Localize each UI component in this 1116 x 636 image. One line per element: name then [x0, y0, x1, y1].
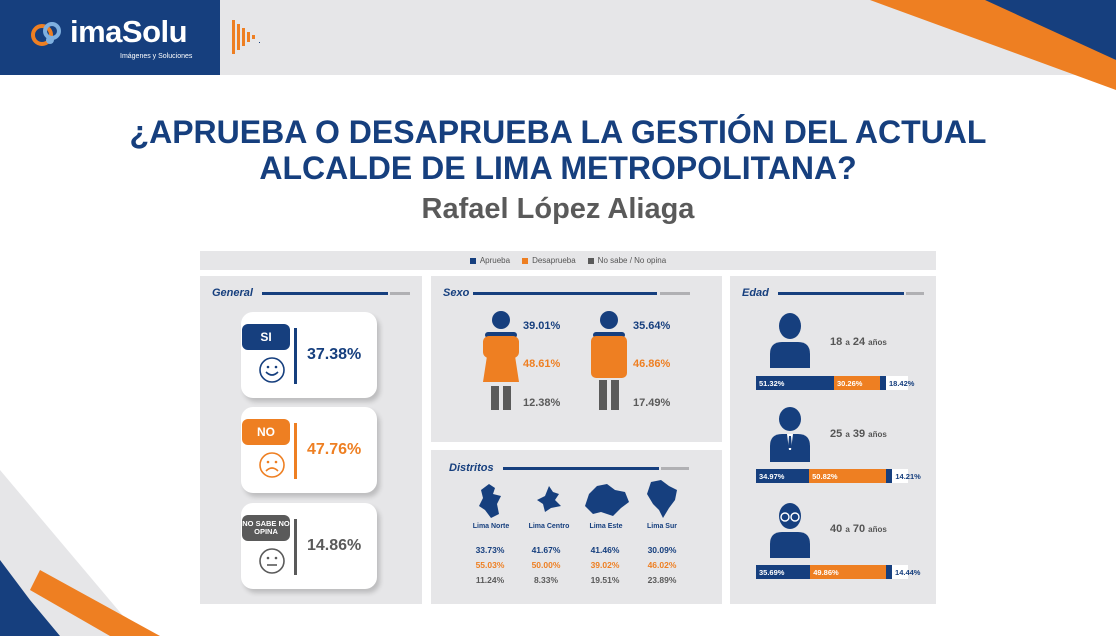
brand-mark-icon [31, 22, 61, 46]
main-title-line1: ¿APRUEBA O DESAPRUEBA LA GESTIÓN DEL ACT… [129, 114, 987, 150]
district-desaprueba: 39.02% [590, 560, 620, 570]
district-no-opina: 23.89% [647, 575, 677, 585]
panel-title: General [212, 287, 253, 299]
hombre-desaprueba: 46.86% [633, 358, 671, 370]
hombre-aprueba: 35.64% [633, 320, 671, 332]
panel-sexo: Sexo 39.01% 48.61% 12.38% 35.64% 46.86% … [431, 276, 722, 442]
segment-no-opina: 14.44% [886, 565, 920, 579]
tag-si: SI [242, 324, 290, 350]
panel-title: Distritos [449, 462, 494, 474]
panel-title: Sexo [443, 287, 470, 299]
hombre-no-opina: 17.49% [633, 397, 671, 409]
segment-desaprueba: 49.86% [810, 565, 887, 579]
mujer-aprueba: 39.01% [523, 320, 561, 332]
district-desaprueba: 46.02% [647, 560, 677, 570]
mujer-no-opina: 12.38% [523, 397, 561, 409]
segment-no-opina: 18.42% [879, 376, 914, 390]
tag-no-opina: NO SABE NO OPINA [242, 515, 290, 541]
district-no-opina: 19.51% [590, 575, 620, 585]
age-stacked-bar-1: 51.32% 30.26% 18.42% [756, 376, 914, 390]
lima-sur-map-icon [647, 480, 677, 518]
subject-name: Rafael López Aliaga [421, 193, 695, 225]
lima-este-map-icon [585, 484, 629, 516]
district-name: Lima Este [589, 523, 623, 530]
district-desaprueba: 50.00% [531, 560, 561, 570]
value-si: 37.38% [307, 346, 362, 363]
panel-general: General SI 37.38% NO 47.76% NO SABE [200, 276, 422, 604]
general-card-no: NO 47.76% [241, 407, 377, 493]
general-card-si: SI 37.38% [241, 312, 377, 398]
panel-title: Edad [742, 287, 769, 299]
person-young-icon [770, 313, 810, 368]
panel-edad: Edad 18 a 24 años 51.32% 30.26% 18.42% 25 … [730, 276, 936, 604]
brand-logo: imaSolu Imágenes y Soluciones [0, 0, 220, 75]
mujer-desaprueba: 48.61% [523, 358, 561, 370]
legend-item-no-opina: No sabe / No opina [587, 256, 666, 265]
district-name: Lima Centro [528, 523, 570, 530]
lima-centro-map-icon [537, 486, 561, 512]
sound-bars-icon [232, 20, 260, 54]
segment-aprueba: 34.97% [756, 469, 810, 483]
legend-item-aprueba: Aprueba [469, 256, 510, 265]
sad-face-icon [259, 452, 285, 478]
lima-norte-map-icon [479, 484, 501, 518]
happy-face-icon [259, 357, 285, 383]
tag-no: NO [242, 419, 290, 445]
district-aprueba: 33.73% [475, 545, 505, 555]
district-name: Lima Norte [472, 523, 510, 530]
segment-aprueba: 51.32% [756, 376, 834, 390]
age-stacked-bar-3: 35.69% 49.86% 14.44% [756, 565, 920, 579]
main-title-line2: ALCALDE DE LIMA METROPOLITANA? [259, 150, 857, 186]
district-aprueba: 30.09% [647, 545, 677, 555]
general-card-no-opina: NO SABE NO OPINA 14.86% [241, 503, 377, 589]
district-desaprueba: 55.03% [475, 560, 505, 570]
district-no-opina: 8.33% [533, 575, 559, 585]
age-range-3: 40 a 70 años [830, 523, 887, 535]
female-figure-icon [483, 311, 519, 410]
person-adult-icon [770, 407, 810, 462]
neutral-face-icon [259, 548, 285, 574]
age-range-1: 18 a 24 años [830, 336, 887, 348]
district-aprueba: 41.67% [531, 545, 561, 555]
district-no-opina: 11.24% [475, 575, 505, 585]
segment-desaprueba: 30.26% [834, 376, 880, 390]
district-aprueba: 41.46% [590, 545, 620, 555]
value-no: 47.76% [307, 441, 362, 458]
legend: Aprueba Desaprueba No sabe / No opina [200, 251, 936, 270]
segment-no-opina: 14.21% [886, 469, 921, 483]
segment-desaprueba: 50.82% [809, 469, 887, 483]
male-figure-icon [591, 311, 627, 410]
person-senior-icon [770, 503, 810, 558]
brand-name: imaSolu [70, 14, 188, 49]
panel-distritos: Distritos Lima Norte Lima Centro Lima Es… [431, 450, 722, 604]
segment-aprueba: 35.69% [756, 565, 811, 579]
age-range-2: 25 a 39 años [830, 428, 887, 440]
brand-tagline: Imágenes y Soluciones [120, 53, 193, 60]
value-no-opina: 14.86% [307, 537, 362, 554]
age-stacked-bar-2: 34.97% 50.82% 14.21% [756, 469, 921, 483]
legend-item-desaprueba: Desaprueba [522, 256, 576, 265]
district-name: Lima Sur [647, 523, 677, 530]
